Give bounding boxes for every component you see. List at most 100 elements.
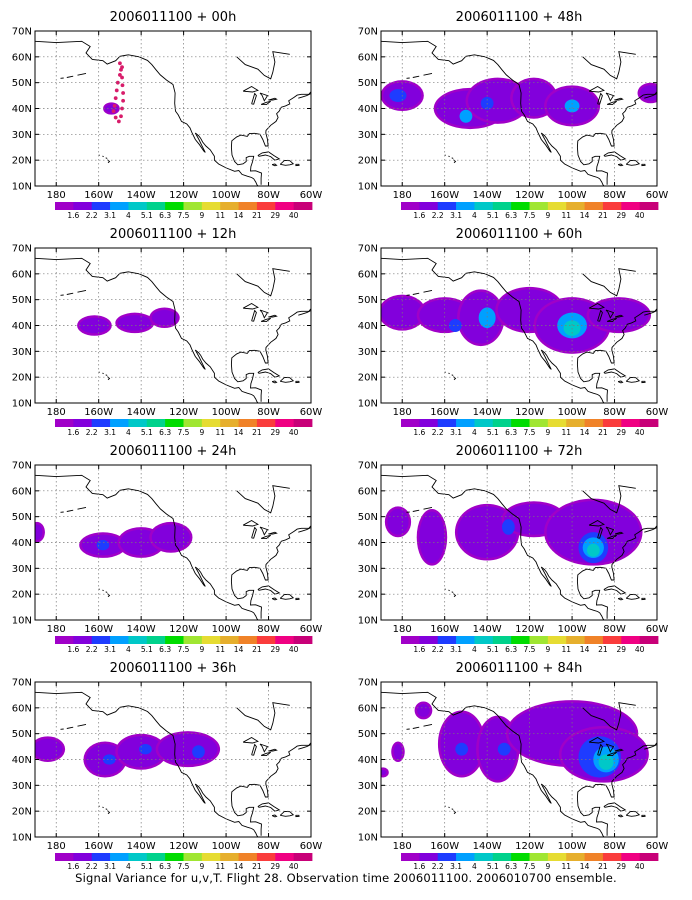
colorbar-swatch (128, 636, 148, 644)
colorbar-label: 3.1 (104, 645, 116, 654)
colorbar-label: 6.3 (159, 428, 171, 437)
colorbar-label: 1.6 (413, 645, 425, 654)
panel-title: 2006011100 + 84h (456, 661, 583, 676)
colorbar-swatch (602, 419, 622, 427)
colorbar-label: 9 (545, 862, 550, 871)
longitude-label: 140W (127, 190, 156, 201)
colorbar-swatch (584, 419, 604, 427)
latitude-label: 40N (12, 104, 32, 115)
longitude-label: 120W (169, 190, 198, 201)
colorbar-swatch (183, 853, 203, 861)
colorbar-swatch (437, 636, 457, 644)
colorbar-label: 40 (635, 428, 645, 437)
map-panel: 2006011100 + 84h 70N 60N 50N 40N 30N 20N 10N 180… (358, 661, 669, 871)
colorbar-swatch (566, 636, 585, 644)
grid-lines (381, 31, 657, 186)
colorbar-label: 3.1 (104, 428, 116, 437)
colorbar-swatch (256, 853, 276, 861)
coastline (381, 257, 657, 403)
latitude-label: 10N (358, 182, 378, 193)
colorbar-label: 21 (598, 645, 608, 654)
colorbar-label: 14 (580, 645, 590, 654)
colorbar-swatch (437, 419, 457, 427)
colorbar-swatch (220, 202, 239, 210)
colorbar-label: 14 (234, 428, 244, 437)
longitude-label: 180 (47, 407, 66, 418)
colorbar-swatch (437, 202, 457, 210)
latitude-label: 50N (12, 78, 32, 89)
longitude-label: 120W (515, 624, 544, 635)
longitude-label: 80W (603, 624, 626, 635)
signal-region (640, 85, 657, 101)
latitude-label: 60N (12, 269, 32, 280)
colorbar-label: 4 (472, 428, 477, 437)
colorbar-swatch (110, 202, 129, 210)
flight-track (111, 61, 126, 124)
colorbar-swatch (584, 853, 604, 861)
latitude-label: 20N (358, 373, 378, 384)
latitude-label: 50N (12, 512, 32, 523)
longitude-label: 80W (603, 190, 626, 201)
signal-region (564, 99, 580, 113)
colorbar-swatch (456, 419, 475, 427)
colorbar-swatch (401, 202, 420, 210)
colorbar-swatch (55, 853, 74, 861)
longitude-label: 140W (127, 407, 156, 418)
latitude-label: 10N (358, 399, 378, 410)
grid-lines (35, 465, 311, 620)
latitude-label: 70N (358, 461, 378, 472)
colorbar-swatch (511, 853, 530, 861)
colorbar-label: 9 (545, 645, 550, 654)
latitude-label: 70N (358, 27, 378, 38)
colorbar-label: 4 (472, 211, 477, 220)
colorbar-swatch (73, 202, 93, 210)
colorbar-label: 29 (617, 211, 627, 220)
colorbar-swatch (128, 853, 148, 861)
flight-track-point (119, 114, 123, 119)
colorbar-swatch (511, 202, 530, 210)
latitude-label: 40N (358, 321, 378, 332)
colorbar-swatch (293, 853, 313, 861)
latitude-label: 60N (358, 52, 378, 63)
colorbar-label: 3.1 (450, 428, 462, 437)
panel-title: 2006011100 + 48h (456, 10, 583, 25)
colorbar-label: 2.2 (86, 645, 98, 654)
colorbar-swatch (529, 636, 549, 644)
colorbar-swatch (547, 853, 567, 861)
colorbar-label: 40 (289, 428, 299, 437)
colorbar-swatch (165, 636, 184, 644)
coastline (35, 474, 311, 620)
colorbar-swatch (110, 419, 129, 427)
colorbar-swatch (621, 636, 641, 644)
colorbar-label: 21 (598, 211, 608, 220)
colorbar-swatch (529, 202, 549, 210)
latitude-label: 50N (358, 512, 378, 523)
colorbar-label: 9 (199, 862, 204, 871)
colorbar-swatch (165, 419, 184, 427)
longitude-label: 60W (300, 841, 323, 852)
latitude-label: 10N (12, 833, 32, 844)
colorbar: 1.6 2.2 3.1 4 5.1 6.3 7.5 9 11 14 21 29 40 (55, 419, 313, 437)
colorbar-swatch (456, 202, 475, 210)
signal-region (448, 319, 462, 332)
colorbar-label: 14 (580, 862, 590, 871)
flight-track-point (113, 96, 118, 101)
colorbar-swatch (529, 419, 549, 427)
longitude-label: 120W (169, 624, 198, 635)
latitude-label: 30N (12, 564, 32, 575)
colorbar-swatch (419, 853, 439, 861)
colorbar-label: 3.1 (450, 645, 462, 654)
signal-region (419, 511, 445, 564)
colorbar-label: 3.1 (104, 862, 116, 871)
figure-caption: Signal Variance for u,v,T. Flight 28. Ob… (75, 871, 617, 885)
signal-region (35, 738, 63, 760)
colorbar-label: 7.5 (524, 211, 536, 220)
colorbar-swatch (419, 636, 439, 644)
colorbar: 1.6 2.2 3.1 4 5.1 6.3 7.5 9 11 14 21 29 40 (55, 636, 313, 654)
longitude-label: 100W (212, 190, 241, 201)
colorbar-label: 7.5 (524, 645, 536, 654)
colorbar-label: 4 (126, 645, 131, 654)
colorbar-label: 5.1 (487, 862, 499, 871)
signal-region (586, 543, 600, 557)
